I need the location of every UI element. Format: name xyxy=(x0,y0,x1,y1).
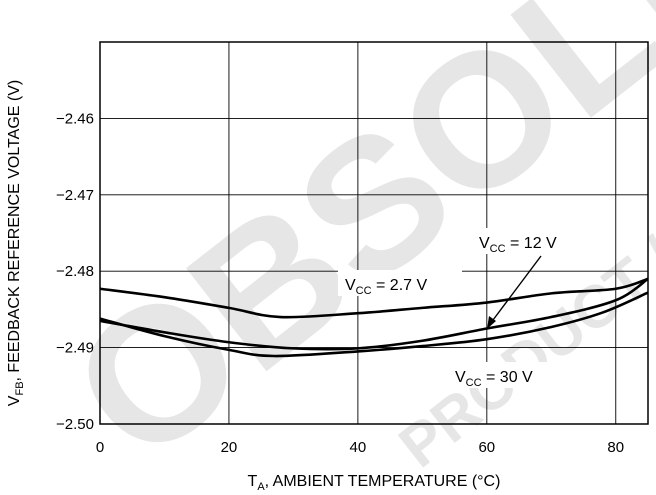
callout-box xyxy=(338,270,462,296)
y-tick-label: −2.46 xyxy=(56,110,94,127)
callout-vcc-2-7v: VCC = 2.7 V xyxy=(338,270,462,297)
series-lines xyxy=(99,277,649,358)
callout-label: VCC = 30 V xyxy=(455,369,533,389)
x-tick-label: 60 xyxy=(478,439,495,456)
x-tick-label: 20 xyxy=(221,439,238,456)
y-tick-label: −2.49 xyxy=(56,340,94,357)
series-line-vcc-12-v xyxy=(99,277,649,351)
x-tick-label: 80 xyxy=(607,439,624,456)
series-line-vcc-30-v xyxy=(99,291,649,358)
x-tick-label: 0 xyxy=(96,439,104,456)
callout-box xyxy=(470,228,588,254)
y-tick-label: −2.47 xyxy=(56,187,94,204)
callout-box xyxy=(448,362,572,388)
callout-vcc-30v: VCC = 30 V xyxy=(448,362,572,389)
x-axis-label: TA, AMBIENT TEMPERATURE (°C) xyxy=(248,473,501,493)
callout-label: VCC = 2.7 V xyxy=(345,277,427,297)
y-axis-label: VFB, FEEDBACK REFERENCE VOLTAGE (V) xyxy=(6,80,26,406)
callout-arrow-head xyxy=(487,316,496,329)
plot-frame xyxy=(99,41,649,425)
callout-arrow-line xyxy=(489,255,542,325)
x-tick-label: 40 xyxy=(350,439,367,456)
y-tick-label: −2.48 xyxy=(56,263,94,280)
series-line-vcc-2-7-v xyxy=(99,277,649,319)
y-axis-ticks: −2.46 −2.47 −2.48 −2.49 −2.50 xyxy=(56,110,94,433)
callout-vcc-12v: VCC = 12 V xyxy=(470,228,588,329)
y-tick-label: −2.50 xyxy=(56,416,94,433)
x-axis-ticks: 0 20 40 60 80 xyxy=(96,439,624,456)
callout-label: VCC = 12 V xyxy=(479,235,557,255)
